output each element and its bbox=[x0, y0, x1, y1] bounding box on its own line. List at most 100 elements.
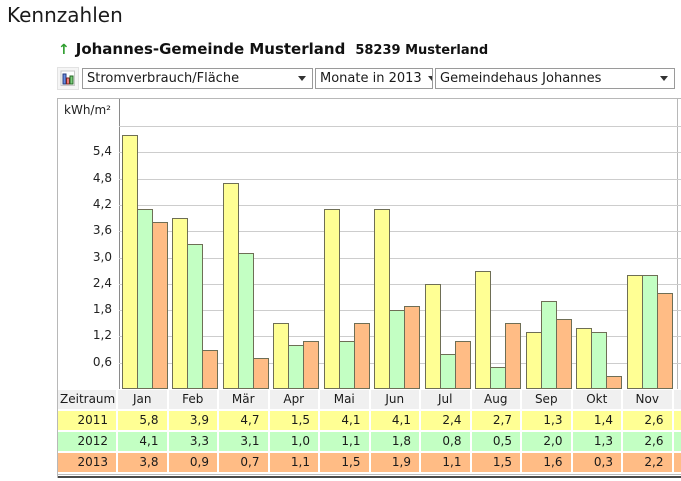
bar-2012-Mär bbox=[237, 253, 254, 389]
chart-widget: kWh/m² 0,6 1,2 1,8 2,4 3,0 3,6 4,2 4,8 5,4 Zeitr… bbox=[57, 98, 681, 478]
value-cell: 2,6 bbox=[623, 432, 674, 453]
value-cell: 1,1 bbox=[421, 453, 472, 474]
table-header-month: Apr bbox=[269, 390, 320, 411]
metric-dropdown[interactable]: Stromverbrauch/Fläche bbox=[82, 68, 313, 89]
value-cell: 2,0 bbox=[522, 432, 573, 453]
y-tick-label: 4,8 bbox=[92, 170, 112, 185]
bar-2011-Apr bbox=[273, 323, 289, 389]
y-tick-label: 4,2 bbox=[92, 196, 112, 211]
bar-2013-Jul bbox=[454, 341, 471, 389]
bar-2013-Mai bbox=[353, 323, 370, 389]
table-header-month: Jun bbox=[370, 390, 421, 411]
bar-2012-Okt bbox=[591, 332, 607, 389]
y-axis-label: kWh/m² bbox=[64, 103, 111, 117]
value-cell: 4,1 bbox=[320, 411, 371, 432]
bar-2011-Mär bbox=[222, 183, 239, 389]
value-cell: 1,3 bbox=[522, 411, 573, 432]
table-header-zeitraum: Zeitraum bbox=[58, 390, 118, 411]
value-cell: 1,1 bbox=[269, 453, 320, 474]
value-cell-cut-column bbox=[673, 432, 681, 453]
value-cell: 3,1 bbox=[219, 432, 270, 453]
year-cell-2012: 2012 bbox=[58, 432, 118, 453]
value-cell: 0,7 bbox=[219, 453, 270, 474]
table-header-cut-column bbox=[673, 390, 681, 411]
bar-2013-Sep bbox=[555, 319, 572, 389]
report-header: ↑ Johannes-Gemeinde Musterland 58239 Muste… bbox=[58, 39, 488, 58]
bar-2011-Mai bbox=[323, 209, 340, 389]
table-header-month: Aug bbox=[471, 390, 522, 411]
y-axis-line bbox=[119, 99, 120, 389]
value-cell: 5,8 bbox=[118, 411, 169, 432]
bar-2012-Aug bbox=[490, 367, 506, 389]
bar-2012-Jan bbox=[136, 209, 153, 389]
gridline bbox=[119, 257, 681, 259]
bar-2013-Jun bbox=[404, 306, 420, 389]
bar-2013-Mär bbox=[252, 358, 269, 389]
bar-2011-Sep bbox=[525, 332, 542, 389]
table-header-month: Okt bbox=[572, 390, 623, 411]
value-cell: 4,1 bbox=[118, 432, 169, 453]
bar-chart-icon bbox=[60, 70, 75, 86]
year-cell-2013: 2013 bbox=[58, 453, 118, 474]
y-tick-label: 3,6 bbox=[92, 223, 112, 238]
value-cell: 1,5 bbox=[269, 411, 320, 432]
gridline bbox=[119, 178, 681, 180]
chevron-down-icon bbox=[298, 76, 306, 81]
building-dropdown-value: Gemeindehaus Johannes bbox=[440, 71, 602, 86]
y-tick-label: 1,2 bbox=[92, 328, 112, 343]
table-header-month: Jan bbox=[118, 390, 169, 411]
chart-type-button[interactable] bbox=[57, 67, 79, 90]
value-cell: 1,3 bbox=[572, 432, 623, 453]
value-cell: 1,5 bbox=[471, 453, 522, 474]
value-cell: 0,8 bbox=[421, 432, 472, 453]
value-cell: 2,6 bbox=[623, 411, 674, 432]
table-header-month: Feb bbox=[168, 390, 219, 411]
bar-2011-Feb bbox=[172, 218, 188, 389]
value-cell: 3,9 bbox=[168, 411, 219, 432]
building-dropdown[interactable]: Gemeindehaus Johannes bbox=[435, 68, 675, 89]
up-arrow-icon[interactable]: ↑ bbox=[58, 42, 70, 58]
value-cell-cut-column bbox=[673, 411, 681, 432]
period-dropdown-value: Monate in 2013 bbox=[320, 71, 422, 86]
value-cell: 0,9 bbox=[168, 453, 219, 474]
bar-2013-Apr bbox=[303, 341, 319, 389]
metric-dropdown-value: Stromverbrauch/Fläche bbox=[87, 71, 240, 86]
widget-bottom-border bbox=[58, 476, 681, 478]
value-cell: 0,5 bbox=[471, 432, 522, 453]
bar-2011-Nov bbox=[626, 275, 643, 389]
value-cell: 1,0 bbox=[269, 432, 320, 453]
period-dropdown[interactable]: Monate in 2013 bbox=[315, 68, 433, 89]
table-header-month: Mai bbox=[320, 390, 371, 411]
year-cell-2011: 2011 bbox=[58, 411, 118, 432]
value-cell: 3,3 bbox=[168, 432, 219, 453]
bar-2012-Jun bbox=[389, 310, 405, 389]
bar-2012-Sep bbox=[540, 301, 557, 389]
plot-right-border bbox=[677, 99, 678, 389]
gridline bbox=[119, 152, 681, 154]
gridline bbox=[119, 126, 681, 127]
bar-2013-Feb bbox=[202, 350, 218, 389]
value-cell: 1,1 bbox=[320, 432, 371, 453]
bar-2012-Mai bbox=[338, 341, 355, 389]
chart-plot: kWh/m² 0,6 1,2 1,8 2,4 3,0 3,6 4,2 4,8 5,4 bbox=[58, 99, 681, 389]
bar-2013-Jan bbox=[151, 222, 168, 389]
value-cell: 1,6 bbox=[522, 453, 573, 474]
report-location: 58239 Musterland bbox=[355, 43, 489, 58]
bar-2011-Jul bbox=[424, 284, 441, 389]
value-cell: 2,2 bbox=[623, 453, 674, 474]
table-bottom-edge bbox=[58, 474, 681, 475]
value-cell: 2,7 bbox=[471, 411, 522, 432]
value-cell: 3,8 bbox=[118, 453, 169, 474]
bar-2011-Okt bbox=[576, 328, 592, 389]
gridline bbox=[119, 231, 681, 233]
y-tick-label: 3,0 bbox=[92, 249, 112, 264]
bar-2013-Okt bbox=[606, 376, 622, 389]
value-cell: 1,4 bbox=[572, 411, 623, 432]
bar-2012-Apr bbox=[288, 345, 304, 389]
bar-2012-Jul bbox=[439, 354, 456, 389]
y-tick-label: 2,4 bbox=[92, 275, 112, 290]
table-header-month: Nov bbox=[623, 390, 674, 411]
bar-2013-Nov bbox=[656, 293, 673, 389]
bar-2011-Jun bbox=[374, 209, 390, 389]
